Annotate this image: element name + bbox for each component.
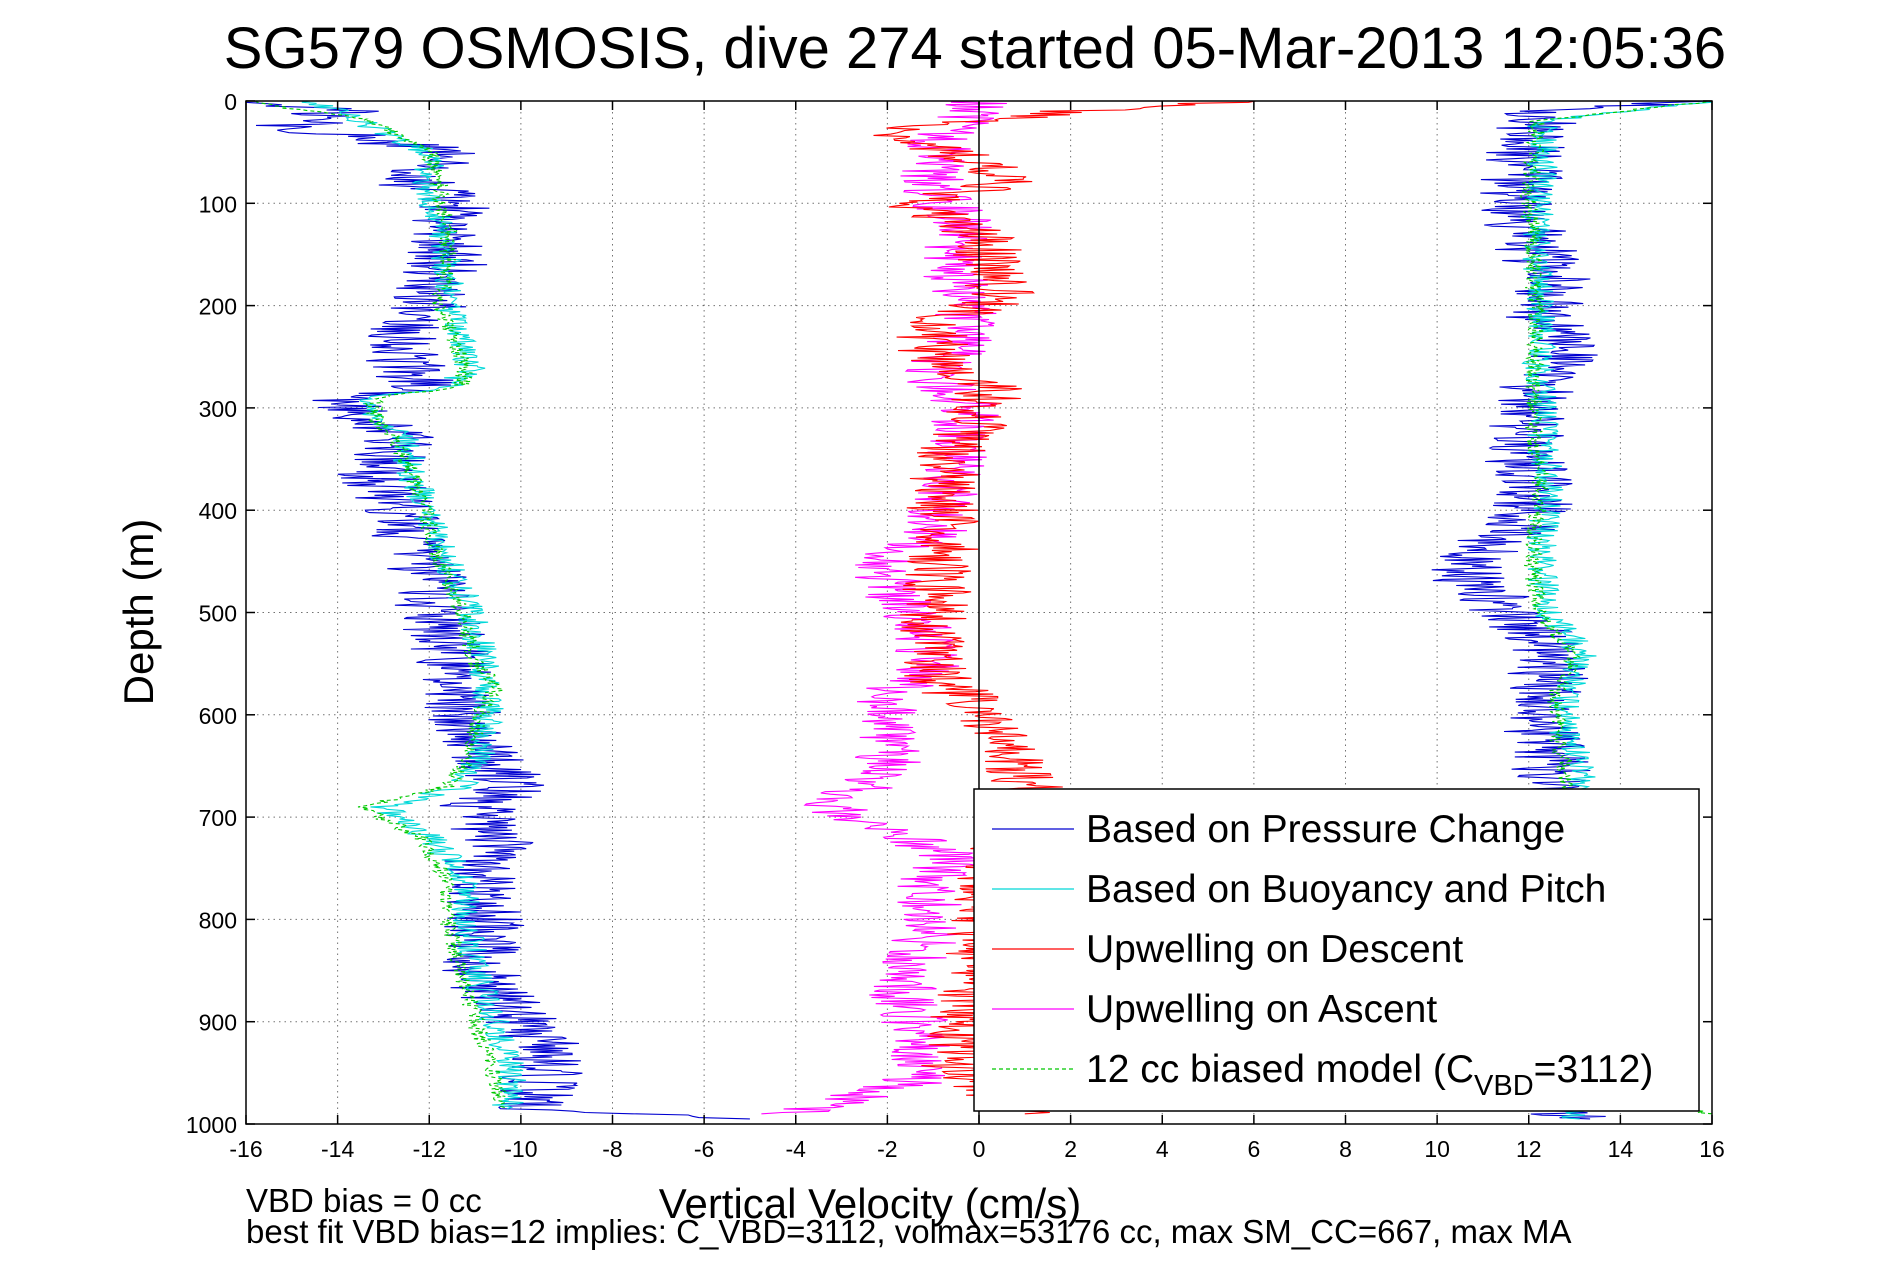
legend-entry: Based on Buoyancy and Pitch xyxy=(1086,868,1606,911)
y-tick-label: 700 xyxy=(199,805,237,831)
x-tick-label: 10 xyxy=(1424,1136,1450,1162)
y-axis-label: Depth (m) xyxy=(115,519,162,706)
legend-entry: 12 cc biased model (CVBD=3112) xyxy=(1086,1048,1653,1102)
legend-box xyxy=(973,788,1700,1112)
y-tick-label: 600 xyxy=(199,703,237,729)
series-line-upwelling-on-ascent xyxy=(761,100,1007,1115)
y-tick-label: 500 xyxy=(199,601,237,627)
legend: Based on Pressure Change Based on Buoyanc… xyxy=(973,788,1700,1112)
y-tick-label: 300 xyxy=(199,396,237,422)
x-tick-label: 0 xyxy=(973,1136,986,1162)
axis-ticks: -16 -14 -12 -10 -8 -6 -4 -2 0 2 4 6 8 10 12 14 16 0 100 200… xyxy=(186,89,1725,1162)
y-tick-label: 0 xyxy=(224,89,237,115)
legend-entry: Upwelling on Descent xyxy=(1086,928,1463,971)
legend-entry: Upwelling on Ascent xyxy=(1086,988,1437,1031)
series-line-12-cc-biased-model-c-vbd-3112-ascent xyxy=(1519,100,1713,1115)
y-tick-label: 800 xyxy=(199,907,237,933)
x-tick-label: 4 xyxy=(1156,1136,1169,1162)
x-tick-label: -2 xyxy=(877,1136,897,1162)
legend-entry: Based on Pressure Change xyxy=(1086,808,1565,851)
y-tick-label: 1000 xyxy=(186,1112,237,1138)
x-tick-label: -4 xyxy=(786,1136,807,1162)
x-tick-label: 16 xyxy=(1699,1136,1725,1162)
chart-title: SG579 OSMOSIS, dive 274 started 05-Mar-2… xyxy=(224,16,1726,81)
x-tick-label: -12 xyxy=(413,1136,446,1162)
y-tick-label: 900 xyxy=(199,1010,237,1036)
x-axis-label: Vertical Velocity (cm/s) xyxy=(659,1180,1081,1227)
x-tick-label: 14 xyxy=(1608,1136,1634,1162)
x-tick-label: 6 xyxy=(1247,1136,1260,1162)
x-tick-label: -8 xyxy=(602,1136,622,1162)
x-tick-label: -10 xyxy=(504,1136,537,1162)
series-line-12-cc-biased-model-c-vbd-3112-descent xyxy=(254,100,507,1110)
annotation-best-fit: best fit VBD bias=12 implies: C_VBD=3112… xyxy=(246,1213,1572,1250)
x-tick-label: -6 xyxy=(694,1136,714,1162)
x-tick-label: 12 xyxy=(1516,1136,1542,1162)
y-tick-label: 400 xyxy=(199,498,237,524)
x-tick-label: 2 xyxy=(1064,1136,1077,1162)
annotation-vbd-bias: VBD bias = 0 cc xyxy=(246,1182,482,1219)
x-tick-label: -16 xyxy=(229,1136,262,1162)
y-tick-label: 200 xyxy=(199,294,237,320)
series-line-based-on-buoyancy-and-pitch-descent xyxy=(301,100,527,1110)
x-tick-label: 8 xyxy=(1339,1136,1352,1162)
x-tick-label: -14 xyxy=(321,1136,354,1162)
series-line-based-on-pressure-change-descent xyxy=(245,101,750,1120)
y-tick-label: 100 xyxy=(199,191,237,217)
series-line-upwelling-on-descent xyxy=(873,100,1256,1115)
